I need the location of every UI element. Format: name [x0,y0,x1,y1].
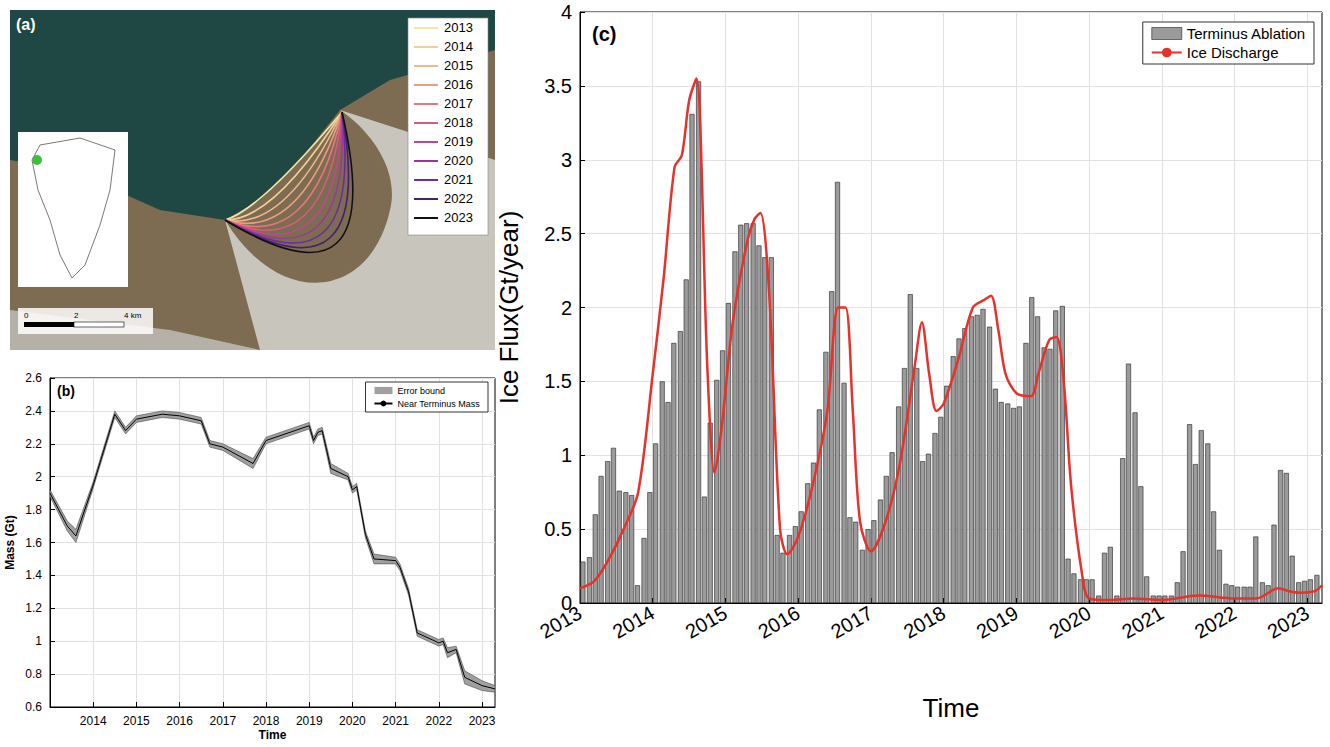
svg-text:2022: 2022 [444,191,473,206]
svg-text:2: 2 [561,297,572,319]
svg-text:2016: 2016 [444,77,473,92]
svg-text:Time: Time [923,693,980,723]
svg-text:2017: 2017 [444,96,473,111]
svg-text:2013: 2013 [536,601,586,642]
svg-text:2020: 2020 [444,153,473,168]
svg-text:2: 2 [35,470,42,484]
svg-text:2021: 2021 [1118,601,1168,642]
svg-text:1: 1 [561,444,572,466]
svg-text:2022: 2022 [1191,601,1241,642]
svg-text:2019: 2019 [296,714,323,728]
svg-text:1.8: 1.8 [25,503,42,517]
svg-text:2018: 2018 [900,601,950,642]
svg-text:2014: 2014 [609,601,659,642]
svg-text:2015: 2015 [444,58,473,73]
svg-text:3.5: 3.5 [544,75,572,97]
svg-text:1.2: 1.2 [25,601,42,615]
svg-text:2.6: 2.6 [25,371,42,385]
svg-text:2019: 2019 [972,601,1022,642]
svg-text:2021: 2021 [444,172,473,187]
svg-text:2023: 2023 [469,714,496,728]
svg-text:2016: 2016 [754,601,804,642]
svg-text:Error bound: Error bound [397,386,445,396]
svg-text:2: 2 [74,311,79,320]
svg-text:2.5: 2.5 [544,223,572,245]
svg-text:0: 0 [24,311,29,320]
svg-text:2.4: 2.4 [25,404,42,418]
svg-text:2015: 2015 [681,601,731,642]
svg-text:2015: 2015 [123,714,150,728]
svg-text:0.6: 0.6 [25,700,42,714]
svg-text:(c): (c) [592,23,616,45]
svg-text:4: 4 [561,1,572,23]
svg-text:2016: 2016 [166,714,193,728]
svg-text:2020: 2020 [339,714,366,728]
svg-text:Time: Time [259,728,287,742]
svg-text:2.2: 2.2 [25,437,42,451]
svg-text:2023: 2023 [1263,601,1313,642]
svg-text:1.5: 1.5 [544,370,572,392]
svg-text:Mass (Gt): Mass (Gt) [3,515,17,570]
svg-text:1.6: 1.6 [25,536,42,550]
svg-text:(b): (b) [57,383,75,399]
svg-text:2019: 2019 [444,134,473,149]
svg-text:Terminus Ablation: Terminus Ablation [1187,25,1305,42]
svg-text:1: 1 [35,634,42,648]
svg-text:4 km: 4 km [124,311,142,320]
svg-text:2017: 2017 [209,714,236,728]
svg-text:1.4: 1.4 [25,568,42,582]
svg-text:2013: 2013 [444,20,473,35]
svg-text:2018: 2018 [253,714,280,728]
svg-text:(a): (a) [16,16,36,33]
svg-text:3: 3 [561,149,572,171]
svg-text:2017: 2017 [827,601,877,642]
svg-text:2014: 2014 [444,39,473,54]
svg-text:2014: 2014 [80,714,107,728]
svg-text:2022: 2022 [425,714,452,728]
svg-text:Near Terminus Mass: Near Terminus Mass [397,399,480,409]
svg-text:Ice Discharge: Ice Discharge [1187,44,1279,61]
svg-text:2023: 2023 [444,210,473,225]
svg-text:Ice Flux(Gt/year): Ice Flux(Gt/year) [494,211,524,405]
svg-text:2021: 2021 [382,714,409,728]
svg-text:0.8: 0.8 [25,667,42,681]
svg-text:2020: 2020 [1045,601,1095,642]
svg-text:0.5: 0.5 [544,518,572,540]
svg-text:2018: 2018 [444,115,473,130]
